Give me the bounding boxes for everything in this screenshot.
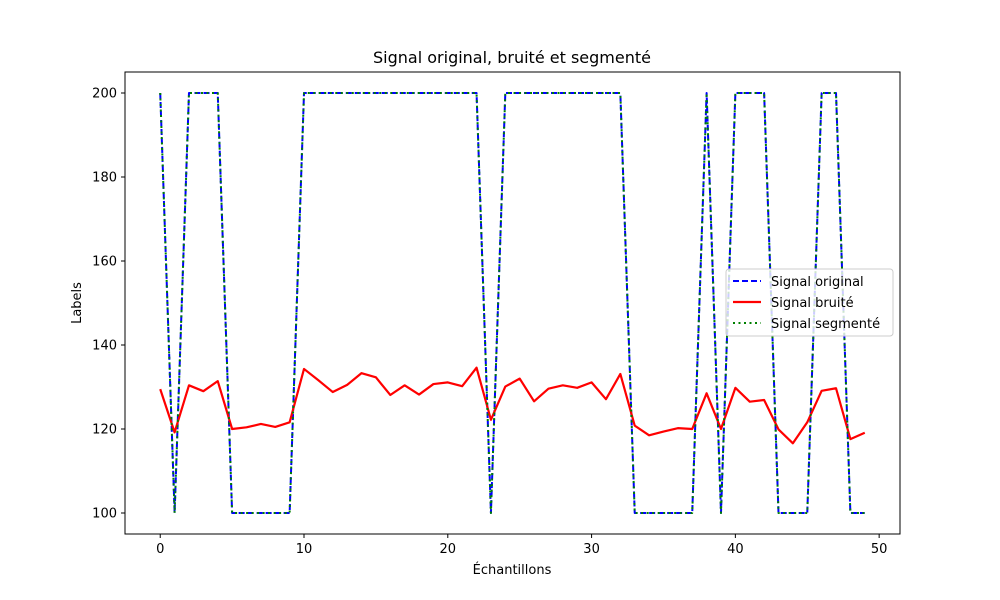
series-line-2: [159, 366, 866, 445]
series-layer: [159, 92, 866, 514]
y-tick-label: 180: [92, 171, 117, 186]
y-axis: 100 120 140 160 180 200: [92, 87, 125, 522]
x-tick-label: 50: [871, 542, 888, 557]
legend-label-3: Signal segmenté: [771, 317, 880, 332]
x-tick-label: 0: [156, 542, 164, 557]
chart-title: Signal original, bruité et segmenté: [373, 48, 651, 67]
legend-label-1: Signal original: [771, 275, 864, 290]
y-tick-label: 120: [92, 423, 117, 438]
legend: Signal original Signal bruité Signal segme…: [725, 268, 894, 337]
x-tick-label: 10: [296, 542, 313, 557]
y-tick-label: 100: [92, 507, 117, 522]
plot-frame: [124, 71, 901, 535]
series-line-1: [159, 92, 865, 514]
legend-box: [725, 268, 894, 337]
x-tick-label: 30: [583, 542, 600, 557]
y-tick-label: 140: [92, 339, 117, 354]
legend-label-2: Signal bruité: [771, 296, 854, 311]
x-axis: 0 10 20 30 40 50: [156, 534, 887, 557]
y-tick-label: 160: [92, 255, 117, 270]
x-tick-label: 40: [727, 542, 744, 557]
y-tick-label: 200: [92, 87, 117, 102]
y-axis-label: Labels: [70, 282, 85, 324]
x-tick-label: 20: [440, 542, 457, 557]
x-axis-label: Échantillons: [473, 562, 552, 578]
